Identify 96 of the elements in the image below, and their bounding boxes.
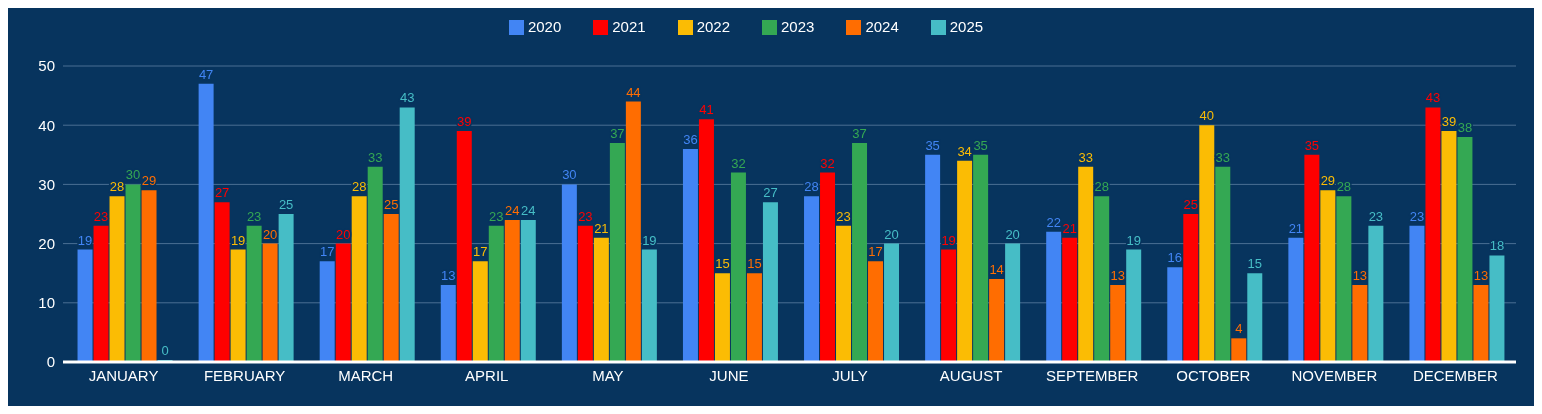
data-label: 25 <box>278 197 294 212</box>
data-label: 30 <box>125 167 141 183</box>
data-label: 19 <box>230 232 246 248</box>
data-label: 35 <box>973 137 988 153</box>
data-label: 20 <box>262 226 278 242</box>
x-tick-label: SEPTEMBER <box>1045 366 1139 384</box>
x-tick-label: APRIL <box>465 366 509 384</box>
data-label: 0 <box>161 343 169 358</box>
data-label: 17 <box>319 244 335 260</box>
data-label: 47 <box>198 66 214 82</box>
data-label: 27 <box>763 185 778 201</box>
data-label: 14 <box>989 262 1004 278</box>
data-label: 19 <box>642 232 657 248</box>
data-label: 13 <box>1110 268 1125 284</box>
data-label: 32 <box>731 155 746 171</box>
data-label: 19 <box>941 232 956 248</box>
data-label: 16 <box>1167 250 1183 266</box>
data-label: 35 <box>1304 137 1320 153</box>
data-label: 22 <box>1046 214 1061 230</box>
x-tick-label: FEBRUARY <box>203 366 286 384</box>
data-label: 13 <box>1473 268 1489 284</box>
data-label: 23 <box>93 208 109 224</box>
data-label: 23 <box>1368 208 1384 224</box>
data-label: 19 <box>77 232 93 248</box>
y-tick-label: 40 <box>38 116 55 134</box>
data-label: 20 <box>884 226 899 242</box>
data-label: 37 <box>610 125 625 141</box>
data-label: 21 <box>1062 220 1077 236</box>
data-label: 20 <box>1005 226 1020 242</box>
x-tick-label: NOVEMBER <box>1291 366 1378 384</box>
x-tick-label: OCTOBER <box>1176 366 1251 384</box>
x-tick-label: DECEMBER <box>1412 366 1499 384</box>
data-label: 17 <box>473 244 488 260</box>
data-label: 20 <box>335 226 351 242</box>
data-label: 19 <box>1126 232 1141 248</box>
data-label: 40 <box>1199 108 1215 124</box>
data-label: 28 <box>1336 179 1352 195</box>
data-label: 15 <box>715 256 730 272</box>
data-label: 23 <box>836 208 851 224</box>
data-label: 37 <box>852 125 867 141</box>
data-label: 28 <box>804 179 819 195</box>
data-label: 29 <box>141 173 157 189</box>
data-label: 24 <box>521 202 536 218</box>
data-label: 33 <box>367 149 383 165</box>
data-label: 24 <box>505 202 520 218</box>
data-label: 43 <box>399 90 415 106</box>
data-label: 28 <box>109 179 125 195</box>
data-label: 28 <box>351 179 367 195</box>
data-label: 36 <box>683 131 698 147</box>
data-label: 13 <box>441 268 456 284</box>
y-tick-label: 30 <box>38 175 55 193</box>
y-tick-label: 20 <box>38 234 55 252</box>
data-label: 34 <box>957 143 972 159</box>
x-tick-label: JUNE <box>709 366 749 384</box>
x-tick-label: JANUARY <box>88 366 159 384</box>
data-label: 41 <box>699 102 714 118</box>
data-label: 25 <box>1183 197 1199 212</box>
data-label: 33 <box>1078 149 1093 165</box>
data-label: 39 <box>1441 114 1457 130</box>
y-tick-label: 0 <box>46 353 55 371</box>
legend-label: 2021 <box>612 18 646 35</box>
data-label: 21 <box>594 220 609 236</box>
data-label: 4 <box>1235 321 1243 337</box>
legend-label: 2023 <box>781 18 815 35</box>
data-label: 15 <box>1247 256 1263 272</box>
data-label: 35 <box>925 137 940 153</box>
data-label: 13 <box>1352 268 1368 284</box>
data-label: 23 <box>246 208 262 224</box>
x-tick-label: MARCH <box>338 366 394 384</box>
data-label: 43 <box>1425 90 1441 106</box>
data-label: 33 <box>1215 149 1231 165</box>
data-label: 23 <box>489 208 504 224</box>
data-label: 32 <box>820 155 835 171</box>
legend-label: 2025 <box>949 18 984 35</box>
data-label: 39 <box>457 114 472 130</box>
x-tick-label: AUGUST <box>939 366 1003 384</box>
data-label: 38 <box>1457 120 1473 136</box>
legend-label: 2022 <box>696 18 730 35</box>
data-label: 15 <box>747 256 762 272</box>
data-label: 21 <box>1288 220 1304 236</box>
x-tick-label: MAY <box>592 366 624 384</box>
data-label: 23 <box>1409 208 1425 224</box>
data-label: 23 <box>578 208 593 224</box>
legend-label: 2020 <box>527 18 562 35</box>
x-tick-label: JULY <box>832 366 868 384</box>
data-label: 29 <box>1320 173 1336 189</box>
legend-label: 2024 <box>865 18 899 35</box>
y-tick-label: 10 <box>38 294 55 312</box>
data-label: 25 <box>383 197 399 212</box>
data-label: 27 <box>214 185 230 201</box>
y-tick-label: 50 <box>38 57 55 75</box>
data-label: 44 <box>626 84 641 100</box>
data-label: 28 <box>1094 179 1109 195</box>
data-label: 18 <box>1489 238 1505 254</box>
data-label: 30 <box>562 167 577 183</box>
data-label: 17 <box>868 244 883 260</box>
